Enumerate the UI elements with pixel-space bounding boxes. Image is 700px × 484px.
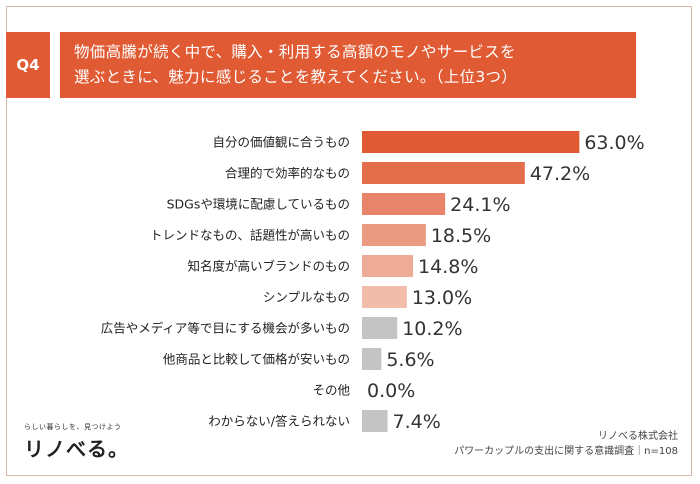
value-label: 63.0% xyxy=(584,132,644,154)
bar xyxy=(362,162,525,184)
bar xyxy=(362,317,398,339)
value-label: 24.1% xyxy=(450,194,510,216)
question-title-line-1: 物価高騰が続く中で、購入・利用する高額のモノやサービスを xyxy=(74,43,516,61)
value-label: 10.2% xyxy=(402,318,462,340)
bar xyxy=(362,348,382,370)
brand-logo: らしい暮らしを、見つけよう リノべる。 xyxy=(24,422,129,462)
bar xyxy=(362,224,426,246)
category-label: 自分の価値観に合うもの xyxy=(212,135,350,150)
logo-name: リノべる。 xyxy=(24,437,129,461)
bar xyxy=(362,255,414,277)
logo-tagline: らしい暮らしを、見つけよう xyxy=(24,423,122,431)
question-title-line-2: 選ぶときに、魅力に感じることを教えてください。（上位3つ） xyxy=(74,68,518,86)
category-label: 知名度が高いブランドのもの xyxy=(187,259,350,274)
value-label: 14.8% xyxy=(418,256,478,278)
survey-info: パワーカップルの支出に関する意識調査｜n=108 xyxy=(454,446,678,457)
category-label: トレンドなもの、話題性が高いもの xyxy=(150,228,350,243)
bar xyxy=(362,131,580,153)
value-label: 18.5% xyxy=(431,225,491,247)
category-label: 合理的で効率的なもの xyxy=(225,166,350,181)
bar xyxy=(362,286,407,308)
category-label: 広告やメディア等で目にする機会が多いもの xyxy=(101,321,350,336)
value-label: 7.4% xyxy=(393,411,441,433)
bar xyxy=(362,193,446,215)
source-credit: リノべる株式会社 パワーカップルの支出に関する意識調査｜n=108 xyxy=(454,429,678,459)
value-label: 5.6% xyxy=(386,349,434,371)
category-label: その他 xyxy=(312,383,350,398)
value-label: 47.2% xyxy=(530,163,590,185)
category-label: わからない/答えられない xyxy=(208,414,350,429)
category-label: SDGsや環境に配慮しているもの xyxy=(167,197,350,212)
question-badge: Q4 xyxy=(6,32,50,98)
bar xyxy=(362,410,388,432)
question-title: 物価高騰が続く中で、購入・利用する高額のモノやサービスを 選ぶときに、魅力に感じ… xyxy=(60,32,636,98)
category-label: 他商品と比較して価格が安いもの xyxy=(163,352,350,367)
value-label: 13.0% xyxy=(412,287,472,309)
category-label: シンプルなもの xyxy=(263,290,350,305)
company-name: リノべる株式会社 xyxy=(598,431,678,442)
value-label: 0.0% xyxy=(367,380,415,402)
